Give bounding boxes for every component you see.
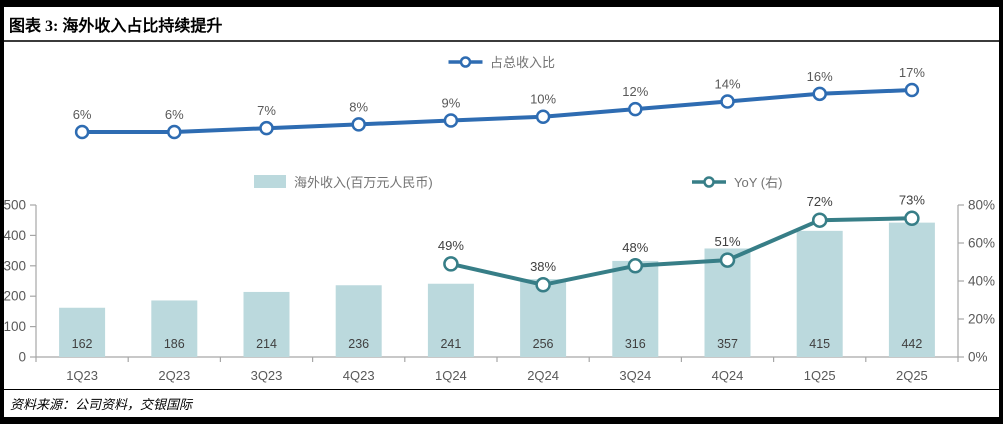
revenue-bar (427, 283, 474, 357)
bar-value-label: 186 (164, 337, 185, 351)
revenue-bar (243, 291, 290, 357)
share-point-label: 17% (899, 65, 925, 80)
revenue-bar (796, 230, 843, 357)
share-line-chart-canvas: 6% 6% 7% 8% 9% 10% 12% 14% 16% 17% (73, 65, 925, 140)
yoy-point-label: 72% (807, 194, 833, 209)
share-point-label: 10% (530, 92, 556, 107)
share-point-marker (259, 120, 274, 136)
share-line-chart: 6% 6% 7% 8% 9% 10% 12% 14% 16% 17% 占总收入比 (4, 42, 999, 164)
right-axis-tick-label: 80% (968, 198, 995, 213)
yoy-point-label: 48% (622, 240, 648, 255)
yoy-point-label: 49% (438, 238, 464, 253)
left-axis-tick-label: 400 (4, 228, 26, 243)
bar-value-label: 162 (72, 337, 93, 351)
x-axis-label: 4Q24 (712, 368, 744, 383)
revenue-bar-chart-canvas: 0 100 200 300 400 500 0% 20% 40% 60% 80% 162 1Q23 186… (4, 192, 995, 383)
yoy-legend-item: YoY (右) (692, 172, 782, 191)
yoy-point-marker (904, 210, 920, 227)
share-chart-legend: 占总收入比 (447, 52, 556, 71)
revenue-bar-chart: 0 100 200 300 400 500 0% 20% 40% 60% 80% 162 1Q23 186… (4, 164, 999, 389)
x-axis-label: 4Q23 (343, 368, 375, 383)
yoy-point-label: 38% (530, 259, 556, 274)
figure-title: 图表 3: 海外收入占比持续提升 (9, 17, 223, 35)
yoy-line (450, 216, 912, 287)
yoy-point-marker (719, 252, 736, 268)
legend-label-share: 占总收入比 (489, 55, 556, 70)
yoy-point-marker (811, 212, 828, 228)
share-point-label: 16% (807, 69, 833, 84)
share-point-label: 6% (73, 107, 92, 122)
x-axis-label: 1Q24 (435, 368, 467, 383)
share-point-label: 14% (714, 76, 740, 91)
share-point-marker (720, 94, 735, 109)
share-point-marker (812, 86, 827, 102)
left-axis-tick-label: 100 (4, 319, 26, 334)
right-axis-tick-label: 40% (968, 274, 995, 289)
bar-value-label: 415 (809, 337, 830, 351)
x-axis-label: 1Q25 (804, 368, 836, 383)
revenue-bar (888, 222, 935, 357)
right-axis-tick-label: 20% (968, 312, 995, 327)
share-point-marker (351, 117, 366, 132)
yoy-point-marker (535, 277, 551, 293)
bar-value-label: 256 (533, 337, 554, 351)
revenue-bar (335, 285, 382, 357)
yoy-point-marker (627, 258, 644, 274)
bar-value-label: 316 (625, 337, 646, 351)
share-point-marker (167, 124, 182, 140)
line-marker-icon (447, 55, 482, 68)
bar-value-label: 236 (348, 337, 369, 351)
share-point-marker (74, 124, 90, 140)
share-point-label: 7% (257, 103, 276, 118)
revenue-bar (612, 260, 659, 357)
revenue-bar (59, 307, 106, 357)
yoy-point-label: 73% (899, 192, 925, 207)
share-point-label: 8% (349, 99, 368, 114)
figure-header: 图表 3: 海外收入占比持续提升 (4, 7, 999, 42)
share-point-label: 6% (165, 107, 184, 122)
x-axis-label: 2Q24 (527, 368, 559, 383)
bar-value-label: 357 (717, 337, 738, 351)
share-point-marker (443, 113, 459, 128)
revenue-bar (151, 300, 198, 357)
yoy-point-label: 51% (714, 234, 740, 249)
bar-swatch-icon (254, 175, 286, 188)
share-line (82, 88, 912, 134)
right-axis-tick-label: 60% (968, 236, 995, 251)
left-axis-tick-label: 500 (4, 198, 26, 213)
revenue-legend-item: 海外收入(百万元人民币) (254, 172, 433, 191)
left-axis-tick-label: 0 (18, 350, 26, 365)
left-axis-tick-label: 300 (4, 258, 26, 273)
share-point-label: 9% (442, 96, 461, 111)
legend-label-revenue: 海外收入(百万元人民币) (294, 175, 433, 190)
x-axis-label: 2Q25 (896, 368, 928, 383)
left-axis-tick-label: 200 (4, 289, 26, 304)
bar-value-label: 442 (901, 337, 922, 351)
share-point-marker (535, 109, 551, 124)
share-point-label: 12% (622, 84, 648, 99)
share-point-marker (904, 82, 920, 98)
legend-label-yoy: YoY (右) (734, 175, 783, 190)
x-axis-label: 1Q23 (66, 368, 98, 383)
figure-footer: 资料来源：公司资料，交银国际 (4, 389, 999, 416)
right-axis-tick-label: 0% (968, 350, 988, 365)
x-axis-label: 3Q24 (619, 368, 651, 383)
bar-value-label: 214 (256, 337, 277, 351)
x-axis-label: 3Q23 (251, 368, 283, 383)
line-marker-icon (692, 175, 726, 188)
share-point-marker (628, 101, 643, 117)
source-note: 资料来源：公司资料，交银国际 (10, 396, 193, 412)
yoy-point-marker (443, 256, 459, 272)
bar-value-label: 241 (440, 337, 461, 351)
x-axis-label: 2Q23 (158, 368, 190, 383)
